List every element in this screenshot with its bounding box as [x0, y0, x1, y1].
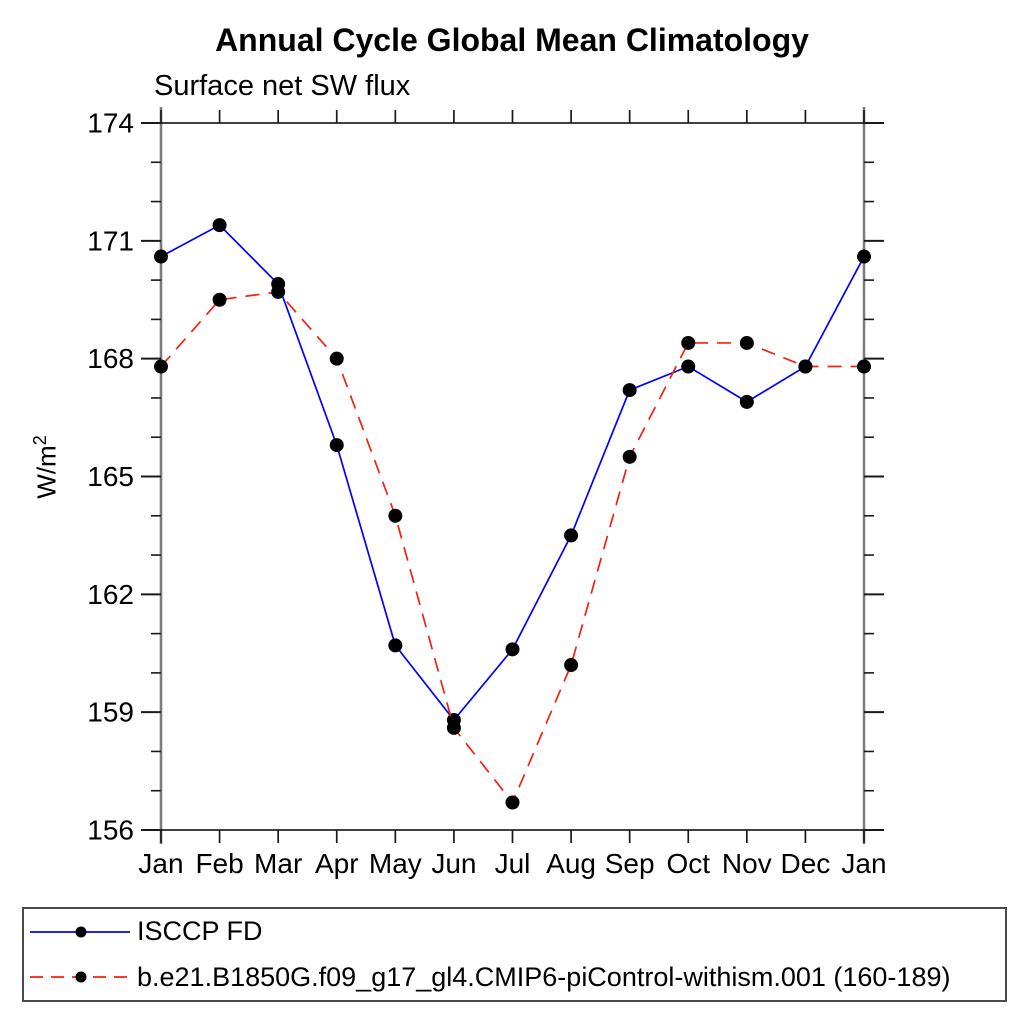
data-point-s1-Mar [271, 284, 286, 299]
y-tick-label: 165 [87, 461, 134, 492]
y-tick-label: 174 [87, 108, 134, 139]
data-point-s0-Apr [329, 438, 344, 453]
data-point-s0-Jul [505, 642, 520, 657]
y-tick-label: 156 [87, 815, 134, 846]
x-tick-label: Oct [666, 848, 710, 879]
x-tick-label: Jan [841, 848, 886, 879]
x-tick-label: May [369, 848, 422, 879]
x-tick-label: Feb [195, 848, 243, 879]
data-point-s1-Feb [212, 292, 227, 307]
data-point-s0-Feb [212, 218, 227, 233]
data-point-s0-Jan [857, 249, 871, 264]
data-point-s1-Jan [154, 359, 168, 374]
data-point-s1-Dec [798, 359, 813, 374]
x-tick-label: Dec [781, 848, 831, 879]
data-point-s1-Apr [329, 351, 344, 366]
y-tick-label: 168 [87, 343, 134, 374]
legend-line-sample-solid [30, 926, 130, 938]
data-point-s0-Nov [739, 394, 754, 409]
y-tick-label: 159 [87, 697, 134, 728]
x-tick-label: Mar [254, 848, 302, 879]
x-tick-label: Sep [605, 848, 655, 879]
x-tick-label: Jun [431, 848, 476, 879]
data-point-s0-Jan [154, 249, 168, 264]
y-tick-label: 171 [87, 225, 134, 256]
legend-line-sample-dashed [30, 971, 130, 983]
data-point-s1-Nov [739, 335, 754, 350]
data-point-s1-Jun [446, 720, 461, 735]
legend-item-model-run: b.e21.B1850G.f09_g17_gl4.CMIP6-piControl… [28, 960, 1005, 994]
legend-label-model-run: b.e21.B1850G.f09_g17_gl4.CMIP6-piControl… [137, 961, 951, 992]
x-tick-label: Aug [546, 848, 596, 879]
legend-item-isccp-fd: ISCCP FD [28, 915, 1005, 949]
data-point-s1-Jul [505, 795, 520, 810]
x-tick-label: Nov [722, 848, 772, 879]
data-point-s1-Sep [622, 449, 637, 464]
legend-box: ISCCP FD b.e21.B1850G.f09_g17_gl4.CMIP6-… [22, 907, 1007, 1002]
legend-marker-dot-icon [75, 926, 87, 938]
x-tick-label: Jul [495, 848, 531, 879]
legend-label-isccp-fd: ISCCP FD [137, 916, 263, 947]
series-line-1 [160, 290, 864, 805]
legend-marker-dot-icon [75, 971, 87, 983]
data-point-s1-Aug [564, 658, 579, 673]
y-tick-label: 162 [87, 579, 134, 610]
data-point-s1-Jan [857, 359, 871, 374]
x-tick-label: Jan [138, 848, 183, 879]
data-point-s1-May [388, 508, 403, 523]
data-point-s0-Aug [564, 528, 579, 543]
data-point-s0-May [388, 638, 403, 653]
chart-subtitle: Surface net SW flux [154, 70, 411, 102]
data-point-s0-Sep [622, 383, 637, 398]
x-tick-label: Apr [315, 848, 359, 879]
data-point-s0-Oct [681, 359, 696, 374]
data-point-s1-Oct [681, 335, 696, 350]
chart-title: Annual Cycle Global Mean Climatology [215, 22, 809, 58]
